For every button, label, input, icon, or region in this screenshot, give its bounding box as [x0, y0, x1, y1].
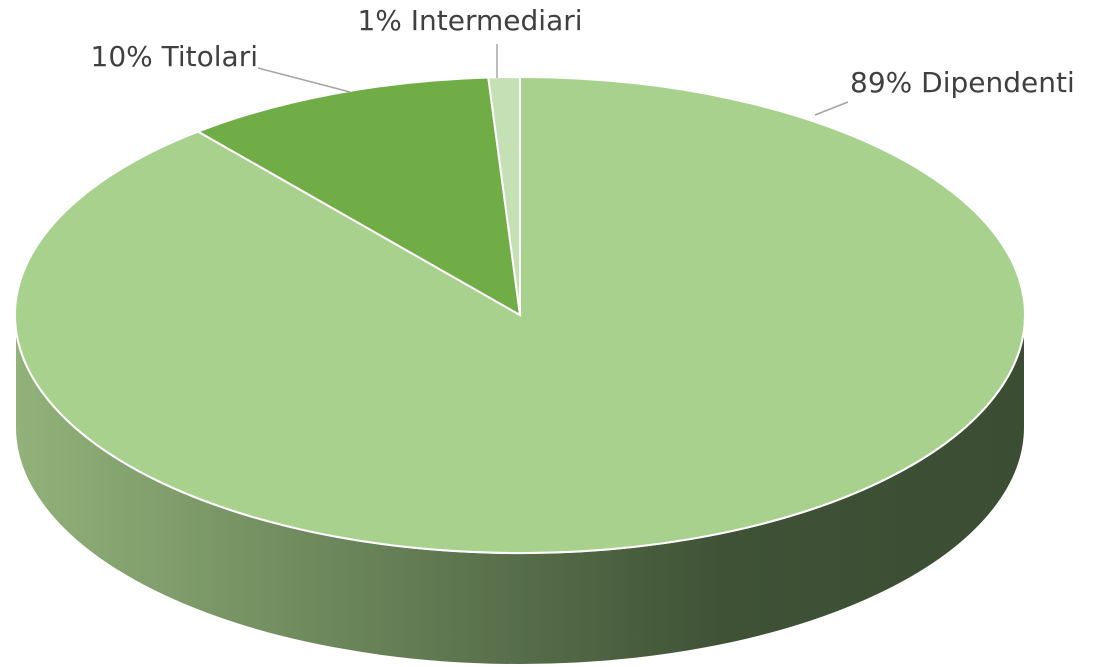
label-value: 1% — [357, 4, 401, 37]
data-label: 1% Intermediari — [357, 4, 582, 37]
pie-slice — [487, 75, 521, 316]
leader-line — [257, 67, 351, 93]
label-category: Dipendenti — [921, 66, 1075, 99]
data-label: 10% Titolari — [91, 40, 259, 73]
label-value: 10% — [91, 40, 153, 73]
label-category: Intermediari — [411, 4, 583, 37]
pie-slice — [195, 76, 522, 317]
label-category: Titolari — [161, 40, 258, 73]
leader-line — [814, 101, 849, 116]
label-value: 89% — [850, 66, 912, 99]
data-label: 89% Dipendenti — [850, 66, 1075, 99]
